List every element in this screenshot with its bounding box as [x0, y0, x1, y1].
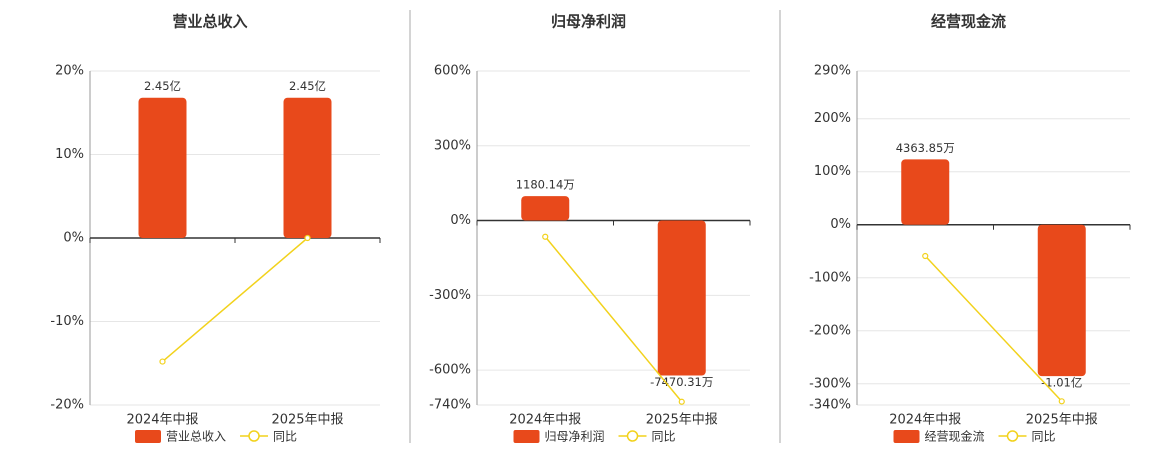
y-tick-label: 200%: [814, 111, 851, 126]
y-tick-label: -10%: [50, 314, 84, 329]
legend-label: 同比: [652, 430, 676, 444]
legend-swatch: [893, 430, 920, 443]
legend-swatch: [513, 430, 540, 443]
legend-marker: [248, 430, 260, 442]
bar: [521, 196, 570, 221]
x-tick-label: 2024年中报: [889, 413, 961, 428]
y-tick-label: -340%: [809, 398, 851, 413]
point: [304, 234, 311, 242]
x-tick-label: 2024年中报: [509, 413, 581, 428]
y-tick-label: -600%: [429, 363, 471, 378]
point: [922, 252, 929, 260]
x-tick-label: 2025年中报: [271, 413, 343, 428]
legend-label: 营业总收入: [166, 430, 226, 444]
y-tick-label: 0%: [63, 231, 84, 246]
legend-label: 经营现金流: [925, 429, 985, 444]
legend-label: 同比: [1032, 430, 1056, 444]
chart-title: 营业总收入: [172, 13, 247, 31]
x-tick-label: 2025年中报: [646, 413, 718, 428]
chart-title: 经营现金流: [931, 13, 1006, 31]
y-tick-label: 100%: [814, 164, 851, 179]
bar: [1037, 224, 1086, 377]
line: [924, 255, 1063, 402]
point: [159, 358, 166, 365]
legend-label: 归母净利润: [545, 430, 605, 444]
y-tick-label: -300%: [809, 376, 851, 391]
y-tick-label: -100%: [809, 270, 851, 285]
bar: [901, 159, 950, 225]
y-tick-label: 0%: [830, 217, 851, 232]
y-tick-label: -200%: [809, 323, 851, 338]
point: [678, 398, 685, 405]
value-label: -7470.31万: [650, 375, 713, 389]
chart-title: 归母净利润: [551, 13, 626, 31]
bar: [657, 220, 706, 376]
y-tick-label: 0%: [450, 213, 471, 228]
legend-swatch: [135, 430, 161, 443]
value-label: 2.45亿: [289, 79, 326, 93]
line: [544, 236, 683, 403]
value-label: -1.01亿: [1041, 376, 1082, 390]
point: [1058, 398, 1065, 405]
legend-marker: [626, 430, 639, 442]
bar: [283, 97, 332, 238]
value-label: 4363.85万: [896, 141, 955, 155]
y-tick-label: -740%: [429, 398, 471, 413]
x-tick-label: 2024年中报: [126, 413, 198, 428]
legend-marker: [1006, 430, 1019, 442]
line: [162, 237, 308, 363]
x-tick-label: 2025年中报: [1026, 413, 1098, 428]
y-tick-label: 600%: [434, 64, 471, 79]
y-tick-label: -300%: [429, 288, 471, 303]
y-tick-label: 300%: [434, 138, 471, 153]
legend-label: 同比: [273, 430, 297, 444]
value-label: 1180.14万: [516, 178, 575, 192]
point: [542, 233, 549, 240]
y-tick-label: -20%: [50, 398, 84, 413]
y-tick-label: 10%: [55, 147, 84, 162]
value-label: 2.45亿: [144, 79, 181, 93]
y-tick-label: 290%: [814, 64, 851, 79]
y-tick-label: 20%: [55, 64, 84, 79]
bar: [138, 97, 187, 238]
